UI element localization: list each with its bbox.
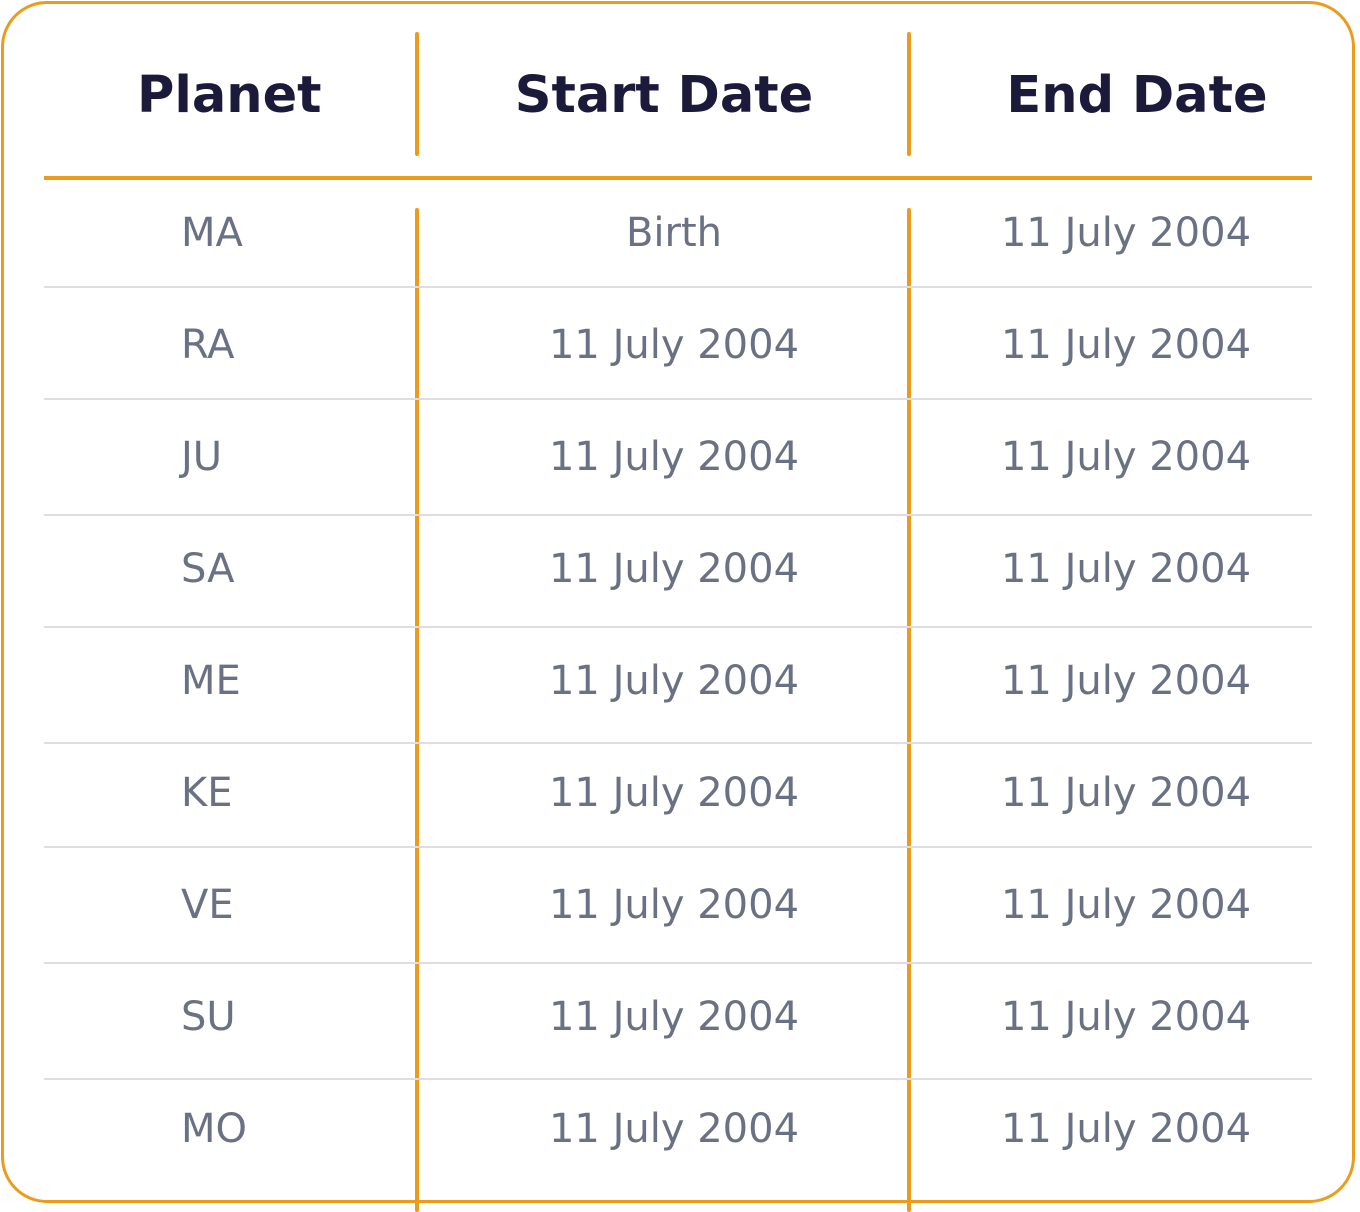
start-date-cell: 11 July 2004 bbox=[548, 546, 800, 592]
header-column-divider bbox=[907, 32, 911, 156]
start-date-cell: 11 July 2004 bbox=[548, 322, 800, 368]
row-divider bbox=[44, 626, 1312, 628]
start-date-cell: 11 July 2004 bbox=[548, 434, 800, 480]
end-date-cell: 11 July 2004 bbox=[1000, 434, 1252, 480]
start-date-cell: 11 July 2004 bbox=[548, 882, 800, 928]
row-divider bbox=[44, 514, 1312, 516]
end-date-cell: 11 July 2004 bbox=[1000, 882, 1252, 928]
start-date-cell: 11 July 2004 bbox=[548, 770, 800, 816]
header-start-date: Start Date bbox=[514, 66, 814, 125]
row-divider bbox=[44, 1078, 1312, 1080]
end-date-cell: 11 July 2004 bbox=[1000, 1106, 1252, 1152]
start-date-cell: Birth bbox=[625, 210, 723, 256]
planet-cell: SA bbox=[181, 546, 235, 592]
header-end-date: End Date bbox=[1006, 66, 1268, 125]
end-date-cell: 11 July 2004 bbox=[1000, 994, 1252, 1040]
start-date-cell: 11 July 2004 bbox=[548, 1106, 800, 1152]
end-date-cell: 11 July 2004 bbox=[1000, 322, 1252, 368]
planet-cell: KE bbox=[181, 770, 233, 816]
start-date-cell: 11 July 2004 bbox=[548, 994, 800, 1040]
planet-cell: VE bbox=[181, 882, 234, 928]
row-divider bbox=[44, 286, 1312, 288]
planet-cell: ME bbox=[181, 658, 241, 704]
header-divider bbox=[44, 176, 1312, 180]
start-date-cell: 11 July 2004 bbox=[548, 658, 800, 704]
planet-cell: MA bbox=[181, 210, 243, 256]
end-date-cell: 11 July 2004 bbox=[1000, 658, 1252, 704]
column-divider bbox=[415, 208, 419, 1212]
row-divider bbox=[44, 398, 1312, 400]
end-date-cell: 11 July 2004 bbox=[1000, 770, 1252, 816]
header-planet: Planet bbox=[137, 66, 322, 125]
end-date-cell: 11 July 2004 bbox=[1000, 546, 1252, 592]
header-column-divider bbox=[415, 32, 419, 156]
end-date-cell: 11 July 2004 bbox=[1000, 210, 1252, 256]
row-divider bbox=[44, 742, 1312, 744]
planet-cell: JU bbox=[181, 434, 223, 480]
row-divider bbox=[44, 846, 1312, 848]
column-divider bbox=[907, 208, 911, 1212]
planet-cell: RA bbox=[181, 322, 235, 368]
planet-cell: MO bbox=[181, 1106, 247, 1152]
row-divider bbox=[44, 962, 1312, 964]
planet-cell: SU bbox=[181, 994, 236, 1040]
